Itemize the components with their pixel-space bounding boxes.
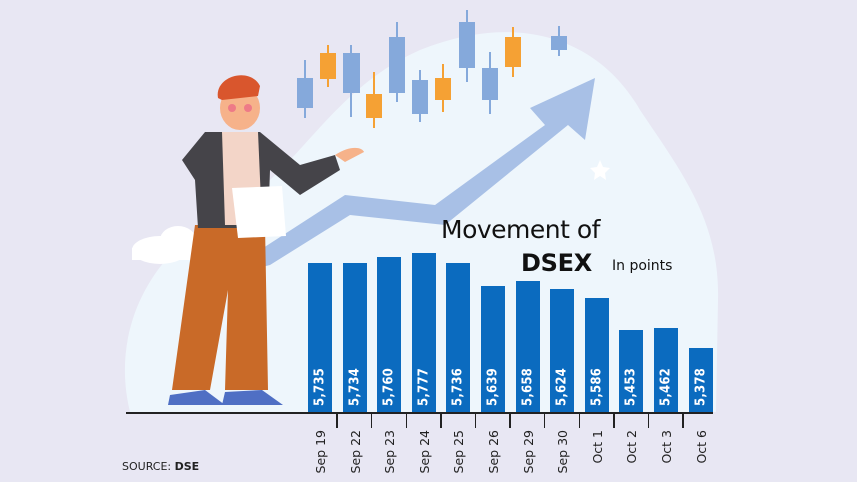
x-tick-label: Sep 23 — [382, 430, 398, 474]
x-tick — [682, 412, 684, 428]
chart-title-line2: DSEX — [521, 249, 592, 277]
x-tick-label: Sep 22 — [347, 430, 363, 474]
x-tick — [578, 412, 580, 428]
x-tick-label: Sep 19 — [313, 430, 328, 474]
bar-value-label: 5,462 — [658, 368, 674, 406]
bar-value-label: 5,777 — [416, 368, 432, 406]
x-tick-label: Sep 24 — [416, 430, 432, 474]
x-tick — [647, 412, 650, 428]
x-tick — [543, 412, 546, 428]
x-tick-label: Sep 30 — [555, 430, 571, 474]
star-icon — [590, 160, 610, 180]
x-tick-label: Oct 1 — [589, 430, 605, 464]
bar: 5,462 — [654, 328, 678, 412]
cloud-icon — [132, 226, 202, 264]
source-note: SOURCE: DSE — [122, 460, 199, 473]
x-tick-label: Sep 26 — [486, 430, 501, 474]
x-axis — [126, 412, 713, 414]
bar: 5,624 — [550, 289, 575, 412]
candlestick-icons — [297, 10, 567, 128]
x-tick — [336, 412, 338, 428]
x-tick — [405, 412, 407, 428]
bar-value-label: 5,736 — [450, 367, 466, 406]
bar: 5,586 — [584, 298, 609, 412]
source-value: DSE — [174, 460, 200, 473]
x-tick — [370, 412, 373, 428]
x-tick-label: Oct 6 — [693, 430, 709, 464]
bar: 5,453 — [619, 330, 644, 412]
x-tick — [440, 412, 442, 428]
bar: 5,736 — [446, 262, 471, 412]
source-label: SOURCE: — [122, 460, 172, 473]
bar: 5,639 — [481, 285, 505, 412]
person-illustration — [168, 75, 364, 405]
chart-title-line1: Movement of — [441, 215, 600, 244]
bar: 5,760 — [377, 257, 402, 412]
x-tick — [474, 412, 477, 428]
bar-value-label: 5,658 — [520, 367, 536, 406]
bar-value-label: 5,586 — [589, 367, 605, 406]
x-tick-label: Oct 3 — [659, 430, 674, 464]
bar: 5,378 — [688, 348, 713, 412]
x-tick-label: Oct 2 — [624, 430, 640, 464]
bar-value-label: 5,734 — [347, 367, 363, 406]
bar-value-label: 5,760 — [381, 367, 397, 406]
x-tick-label: Sep 25 — [451, 430, 467, 474]
bar: 5,735 — [308, 263, 332, 412]
chart-unit-label: In points — [612, 258, 673, 274]
bar-value-label: 5,453 — [623, 367, 639, 406]
x-tick — [509, 412, 511, 428]
bar: 5,658 — [515, 281, 540, 412]
bar: 5,777 — [411, 253, 436, 412]
x-tick — [613, 412, 615, 428]
bar-value-label: 5,735 — [312, 368, 328, 406]
bar-value-label: 5,624 — [554, 367, 570, 406]
x-tick-label: Sep 29 — [520, 430, 536, 474]
bar: 5,734 — [342, 263, 367, 412]
bar-value-label: 5,378 — [693, 368, 709, 406]
bar-value-label: 5,639 — [485, 367, 501, 406]
arrow-icon — [250, 78, 595, 270]
